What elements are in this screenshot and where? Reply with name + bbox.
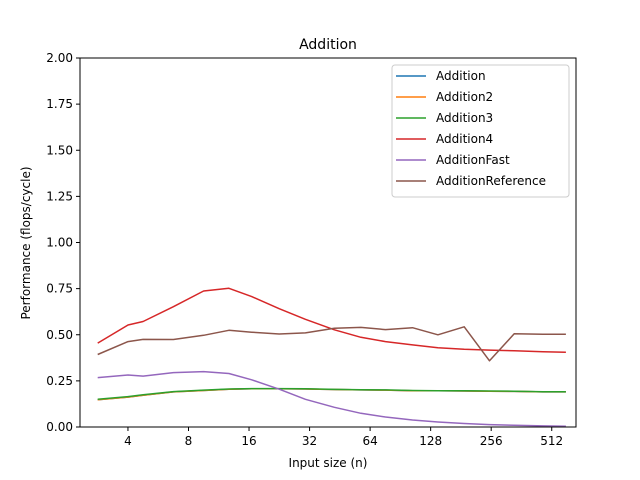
legend-label: Addition4 [436, 132, 493, 146]
legend-label: AdditionFast [436, 153, 510, 167]
y-tick-label: 0.00 [46, 420, 73, 434]
series-lines [97, 287, 566, 428]
x-tick-label: 64 [362, 434, 377, 448]
legend-box [391, 64, 570, 198]
y-tick-label: 1.25 [46, 189, 73, 203]
legend: Addition Addition2 Addition3 Addition4 Addit… [391, 64, 570, 198]
x-tick-label: 4 [124, 434, 132, 448]
x-tick-label: 16 [241, 434, 256, 448]
legend-label: AdditionReference [436, 174, 546, 188]
series-line-additionreference [97, 326, 566, 362]
legend-label: Addition [436, 69, 486, 83]
legend-label: Addition2 [436, 90, 493, 104]
y-axis-label: Performance (flops/cycle) [19, 166, 33, 319]
y-tick-label: 0.50 [46, 328, 73, 342]
y-tick-label: 1.50 [46, 143, 73, 157]
x-tick-label: 512 [540, 434, 563, 448]
x-tick-label: 32 [302, 434, 317, 448]
y-tick-label: 1.75 [46, 97, 73, 111]
legend-label: Addition3 [436, 111, 493, 125]
series-line-addition4 [97, 287, 566, 354]
x-tick-label: 128 [419, 434, 442, 448]
x-tick-label: 8 [185, 434, 193, 448]
y-tick-label: 0.25 [46, 374, 73, 388]
series-line-additionfast [97, 370, 566, 428]
y-tick-label: 1.00 [46, 236, 73, 250]
y-tick-label: 2.00 [46, 51, 73, 65]
x-tick-label: 256 [480, 434, 503, 448]
chart-title: Addition [299, 37, 357, 53]
y-tick-label: 0.75 [46, 282, 73, 296]
axes: 4 8 16 32 64 128 256 512 0.00 0.25 0.50 0.75 1.00 1.2… [46, 51, 577, 448]
x-axis-label: Input size (n) [289, 456, 368, 470]
series-line-addition3 [97, 387, 566, 401]
